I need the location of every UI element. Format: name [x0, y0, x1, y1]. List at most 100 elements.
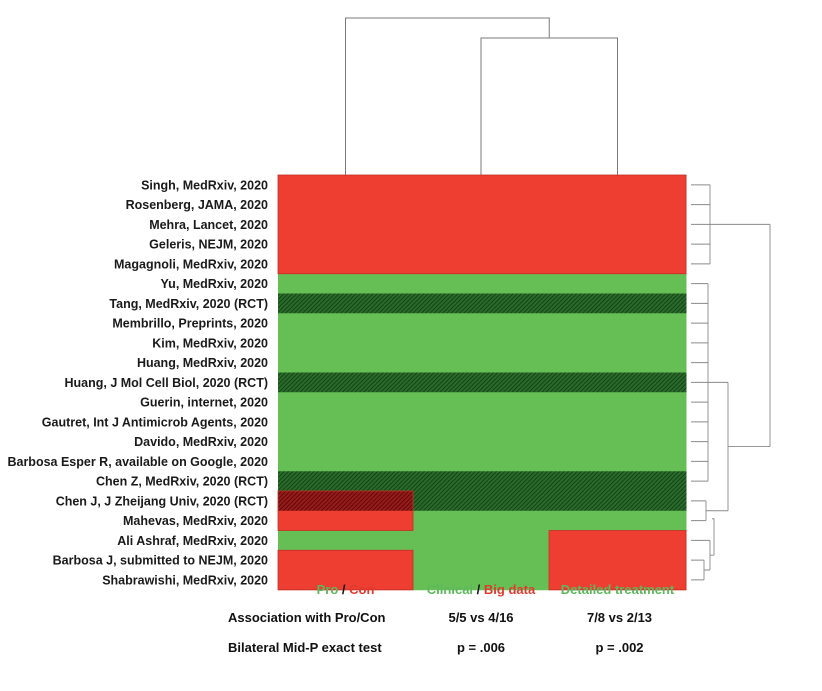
row-label: Mehra, Lancet, 2020 [149, 218, 268, 232]
column-label-part: Con [349, 582, 374, 597]
heatmap-cell [549, 392, 687, 413]
row-label: Barbosa Esper R, available on Google, 20… [7, 455, 268, 469]
red-block-outline [277, 549, 414, 591]
column-label: Clinical / Big data [427, 582, 536, 597]
heatmap-cell [278, 392, 414, 413]
row-label: Membrillo, Preprints, 2020 [112, 317, 268, 331]
heatmap-cell [413, 392, 550, 413]
row-label: Huang, MedRxiv, 2020 [137, 356, 268, 370]
heatmap-cell [549, 510, 687, 531]
heatmap-cell [278, 451, 414, 472]
heatmap-cell [413, 352, 550, 373]
heatmap-cell [549, 313, 687, 334]
dendrogram-branch [710, 223, 771, 448]
column-label-part: Pro [317, 582, 339, 597]
dendrogram-branch [691, 500, 707, 522]
column-label-part: Detailed treatment [561, 582, 675, 597]
red-block-outline [548, 530, 687, 591]
column-label-part: / [338, 582, 349, 597]
heatmap-cell [549, 333, 687, 354]
column-labels: Pro / Con Clinical / Big data Detailed tre… [317, 582, 675, 597]
column-label-part: Clinical [427, 582, 473, 597]
heatmap-cell [413, 412, 550, 433]
heatmap-cell [549, 214, 687, 235]
heatmap-cell [549, 234, 687, 255]
heatmap-cell [278, 254, 414, 275]
heatmap-cell [278, 550, 414, 571]
statistics-footer: Association with Pro/Con 5/5 vs 4/16 7/8 v… [228, 610, 652, 655]
red-block-outline [277, 174, 687, 275]
heatmap-cell [549, 352, 687, 373]
heatmap-cell [278, 273, 414, 294]
dendrogram-branch [345, 17, 550, 175]
row-labels: Singh, MedRxiv, 2020 Rosenberg, JAMA, 202… [7, 178, 268, 587]
row-label: Rosenberg, JAMA, 2020 [126, 198, 268, 212]
row-label: Kim, MedRxiv, 2020 [152, 336, 268, 350]
footer-value: 7/8 vs 2/13 [587, 610, 652, 625]
heatmap-cell [549, 293, 687, 314]
row-label: Barbosa J, submitted to NEJM, 2020 [53, 554, 268, 568]
heatmap-cell [278, 214, 414, 235]
heatmap-cell [278, 234, 414, 255]
heatmap-cell [278, 175, 414, 196]
footer-value: p = .002 [595, 640, 643, 655]
heatmap-cell [549, 530, 687, 551]
heatmap-cell [413, 293, 550, 314]
heatmap-cell [278, 412, 414, 433]
row-label: Chen Z, MedRxiv, 2020 (RCT) [96, 475, 268, 489]
heatmap-cells [277, 174, 687, 591]
heatmap-cell [413, 431, 550, 452]
dendrogram-branch [691, 539, 711, 581]
footer-value: p = .006 [457, 640, 505, 655]
row-label: Chen J, J Zheijang Univ, 2020 (RCT) [56, 494, 268, 508]
heatmap-cell [549, 372, 687, 393]
heatmap-cell [278, 570, 414, 591]
heatmap-cell [278, 510, 414, 531]
heatmap-cell [413, 313, 550, 334]
dendrogram-branch [480, 37, 618, 175]
heatmap-cell [549, 471, 687, 492]
column-label-part: Big data [484, 582, 536, 597]
heatmap-cell [413, 530, 550, 551]
row-label: Magagnoli, MedRxiv, 2020 [114, 257, 268, 271]
heatmap-cell [413, 273, 550, 294]
heatmap-cell [413, 194, 550, 215]
heatmap-cell [549, 175, 687, 196]
row-dendrogram [691, 184, 771, 581]
row-label: Geleris, NEJM, 2020 [149, 238, 268, 252]
heatmap-cell [278, 431, 414, 452]
heatmap-cell [549, 451, 687, 472]
dendrogram-branch [691, 184, 711, 265]
footer-label: Bilateral Mid-P exact test [228, 640, 382, 655]
heatmap-cell [413, 234, 550, 255]
row-label: Mahevas, MedRxiv, 2020 [123, 514, 268, 528]
row-label: Guerin, internet, 2020 [140, 396, 268, 410]
row-label: Gautret, Int J Antimicrob Agents, 2020 [42, 415, 268, 429]
row-label: Yu, MedRxiv, 2020 [161, 277, 269, 291]
heatmap-cell [413, 491, 550, 512]
heatmap-cell [549, 194, 687, 215]
heatmap-cell [549, 550, 687, 571]
row-label: Tang, MedRxiv, 2020 (RCT) [109, 297, 268, 311]
column-dendrogram [345, 17, 618, 175]
footer-label: Association with Pro/Con [228, 610, 386, 625]
dendrogram-branch [706, 381, 729, 512]
row-label: Singh, MedRxiv, 2020 [141, 178, 268, 192]
row-label: Huang, J Mol Cell Biol, 2020 (RCT) [65, 376, 269, 390]
row-label: Ali Ashraf, MedRxiv, 2020 [117, 534, 268, 548]
heatmap-cell [413, 254, 550, 275]
heatmap-cell [278, 471, 414, 492]
footer-value: 5/5 vs 4/16 [448, 610, 513, 625]
heatmap-cell [413, 570, 550, 591]
heatmap-cell [278, 194, 414, 215]
heatmap-cell [278, 293, 414, 314]
heatmap-cell [549, 412, 687, 433]
dendrogram-branch [712, 518, 715, 556]
heatmap-cell [549, 570, 687, 591]
heatmap-cell [278, 352, 414, 373]
heatmap-cell [549, 254, 687, 275]
heatmap-cell [413, 510, 550, 531]
heatmap-cell [413, 214, 550, 235]
heatmap-cell [413, 372, 550, 393]
heatmap-cell [413, 333, 550, 354]
